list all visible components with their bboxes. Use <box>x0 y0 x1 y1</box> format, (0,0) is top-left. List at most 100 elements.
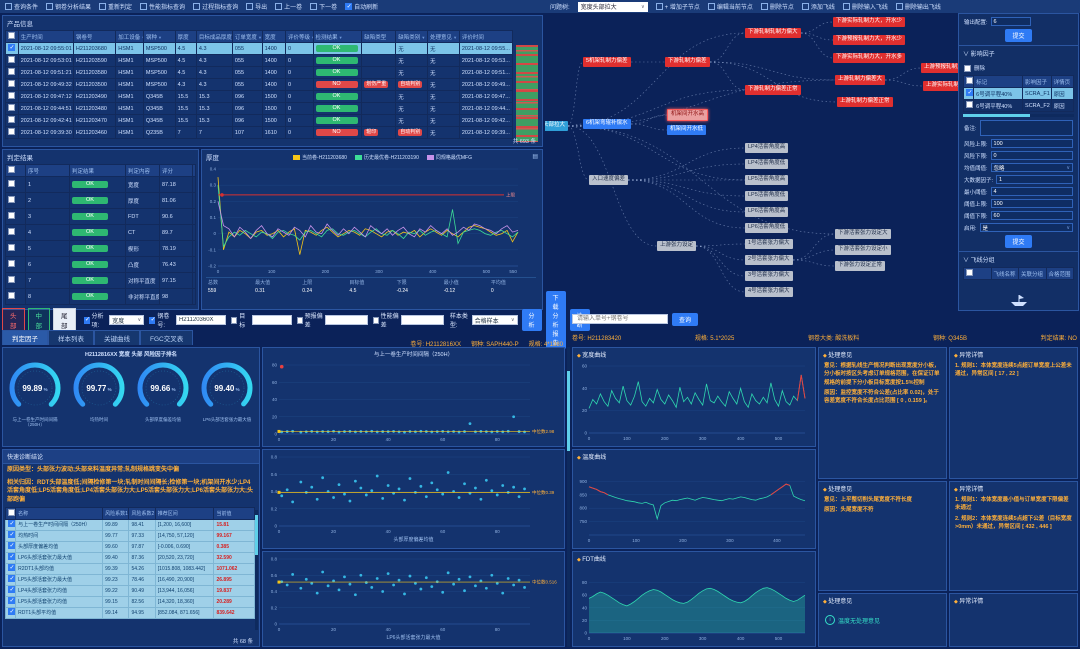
toolbar-button[interactable]: 过程指标查询 <box>193 2 238 11</box>
column-header[interactable]: 订单宽度 <box>231 30 263 43</box>
filter-checkbox[interactable] <box>149 316 156 324</box>
row-checkbox[interactable] <box>8 196 15 203</box>
diagram-node[interactable]: 上游轧制力偏差大 <box>835 75 886 85</box>
output-config-input[interactable]: 6 <box>990 17 1031 26</box>
row-checkbox[interactable] <box>8 116 15 123</box>
table-row[interactable]: 8OK 非对称平直度98A <box>5 288 196 305</box>
toolbar-button[interactable]: 添加飞线 <box>801 2 835 11</box>
field-select[interactable]: 是 ∨ <box>979 223 1073 232</box>
row-checkbox[interactable] <box>8 92 15 99</box>
column-header[interactable]: 评价等级 <box>284 30 314 43</box>
row-checkbox[interactable] <box>8 608 15 616</box>
table-row[interactable]: 2021-08-12 09:53:01 H211203590 HSM1 MSP500 4… <box>5 54 514 67</box>
field-select[interactable]: 忽略 ∨ <box>990 163 1073 172</box>
row-checkbox[interactable] <box>8 44 15 51</box>
diagram-node[interactable]: LP6活套角度高 <box>745 207 789 217</box>
scrollbar[interactable] <box>567 347 570 647</box>
diagram-node[interactable]: 宽度头部拉大 <box>545 121 569 131</box>
diagram-node[interactable]: 下游轧制轧制力偏大 <box>745 28 801 38</box>
checkbox-icon[interactable] <box>966 269 973 276</box>
table-row[interactable]: 2021-08-12 09:39:30 H211203460 HSM1 Q235B 7 7… <box>5 126 514 139</box>
diagram-node[interactable]: 上游张力设定 <box>657 241 697 251</box>
filter-input[interactable] <box>401 315 444 325</box>
toolbar-button[interactable]: 下一卷 <box>310 2 337 11</box>
checkbox-icon[interactable] <box>964 64 971 72</box>
diagram-node[interactable]: 下游轧制力偏差 <box>665 57 710 67</box>
diagram-node[interactable]: 上游实际轧制力大 <box>923 81 958 91</box>
toolbar-button[interactable]: 重新判定 <box>99 2 132 11</box>
row-checkbox[interactable] <box>8 104 15 111</box>
row-checkbox[interactable] <box>8 564 15 572</box>
table-row[interactable]: 2021-08-12 09:49:32 H211203500 HSM1 MSP500 4… <box>5 78 514 91</box>
toolbar-button[interactable]: 钢卷分析结果 <box>46 2 91 11</box>
filter-input[interactable] <box>325 315 368 325</box>
row-checkbox[interactable] <box>8 228 15 235</box>
row-checkbox[interactable] <box>8 586 15 594</box>
diagram-node[interactable]: 上游轧制力偏差正常 <box>837 97 893 107</box>
field-input[interactable]: 0 <box>990 151 1073 160</box>
action-button[interactable]: 下载分析报告 <box>545 291 566 349</box>
column-header[interactable]: 加工设备 <box>115 30 144 43</box>
legend-item[interactable]: 同规格最优MFG <box>426 154 472 161</box>
checkbox-icon[interactable] <box>8 508 15 516</box>
row-checkbox[interactable] <box>8 260 15 267</box>
column-header[interactable]: 生产时间 <box>17 30 74 43</box>
sample-type-select[interactable]: 合格样本 ∨ <box>471 315 518 325</box>
column-header[interactable]: 检测结果 <box>312 30 363 43</box>
diagram-node[interactable]: 下游预报轧制力大，开水少 <box>833 35 906 45</box>
table-row[interactable]: 2021-08-12 09:47:12 H211203490 HSM1 Q345B 15… <box>5 90 514 103</box>
diagram-node[interactable]: 入口速度偏差 <box>589 175 629 185</box>
select-all-checkbox[interactable] <box>5 30 19 43</box>
diagram-node[interactable]: 下游张力设定正常 <box>835 261 886 271</box>
row-checkbox[interactable] <box>8 531 15 539</box>
scrollbar[interactable] <box>255 510 258 630</box>
tab-样本列表[interactable]: 样本列表 <box>48 330 94 345</box>
diagram-node[interactable]: 3号活套张力偏大 <box>745 271 793 281</box>
field-input[interactable]: 100 <box>990 199 1073 208</box>
filter-checkbox[interactable] <box>372 316 379 324</box>
toolbar-button[interactable]: 上一卷 <box>275 2 302 11</box>
column-header[interactable]: 处理意见 <box>427 30 460 43</box>
row-checkbox[interactable] <box>8 542 15 550</box>
column-header[interactable]: 厚度 <box>174 30 197 43</box>
row-checkbox[interactable] <box>8 180 15 187</box>
column-header[interactable]: 缺陷类别 <box>395 30 429 43</box>
row-checkbox[interactable] <box>8 597 15 605</box>
search-input[interactable] <box>575 315 665 323</box>
note-input[interactable] <box>979 120 1073 136</box>
delete-button[interactable]: 删除 <box>974 66 986 72</box>
diagram-node[interactable]: 机架间开水高 <box>667 109 709 121</box>
column-header[interactable]: 宽度 <box>261 30 286 43</box>
toolbar-button[interactable]: 删除输出飞线 <box>895 2 941 11</box>
field-input[interactable]: 100 <box>990 139 1073 148</box>
legend-item[interactable]: 历史最优卷-H211203190 <box>354 154 419 161</box>
toolbar-button[interactable]: 编辑当前节点 <box>707 2 753 11</box>
tab-判定因子[interactable]: 判定因子 <box>2 330 48 345</box>
table-row[interactable]: 2021-08-12 09:51:21 H211203580 HSM1 MSP500 4… <box>5 66 514 79</box>
column-header[interactable]: 评价时间 <box>458 30 514 43</box>
export-icon[interactable]: ▤ <box>532 154 538 160</box>
action-button[interactable]: 分析 <box>521 309 542 331</box>
table-row[interactable]: 2021-08-12 09:42:41 H211203470 HSM1 Q345B 15… <box>5 114 514 127</box>
diagram-node[interactable]: LP5活套角度高 <box>745 175 789 185</box>
tab-关键曲线[interactable]: 关键曲线 <box>94 330 140 345</box>
toolbar-button[interactable]: 删除输入飞线 <box>842 2 888 11</box>
row-checkbox[interactable] <box>8 68 15 75</box>
diagram-node[interactable]: 下游轧制力偏差正常 <box>745 85 801 95</box>
diagram-node[interactable]: 5机架轧制力偏差 <box>583 57 631 67</box>
diagram-node[interactable]: LP5活套角度低 <box>745 191 789 201</box>
field-input[interactable]: 4 <box>990 187 1073 196</box>
diagram-node[interactable]: LP6活套角度低 <box>745 223 789 233</box>
segment-green[interactable]: 中部 <box>27 308 50 332</box>
row-checkbox[interactable] <box>8 553 15 561</box>
